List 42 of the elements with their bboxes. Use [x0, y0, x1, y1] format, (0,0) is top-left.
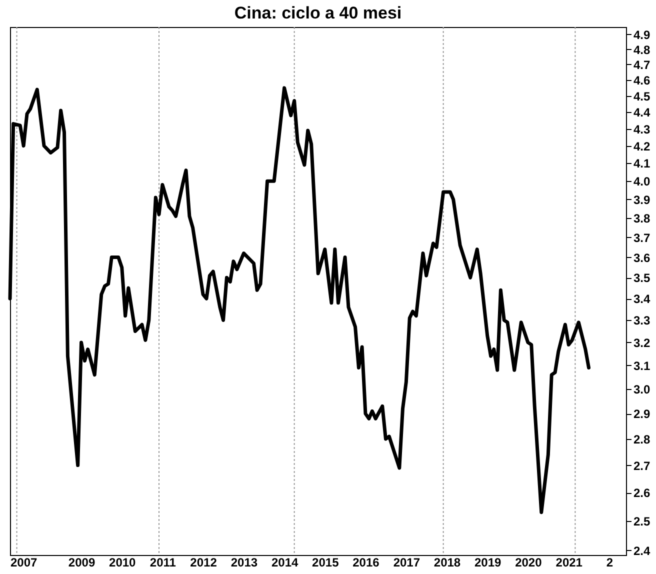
y-tick-label: 3.7	[634, 230, 651, 245]
y-tick-label: 3.0	[634, 382, 651, 397]
y-tick-label: 2.9	[634, 407, 651, 422]
x-tick-label: 2007	[10, 556, 38, 570]
y-tick-label: 4.3	[634, 122, 651, 136]
y-tick-label: 3.8	[634, 212, 651, 226]
y-tick-label: 2.6	[634, 486, 651, 500]
x-tick-label: 2015	[312, 556, 340, 570]
y-tick-label: 2.8	[634, 432, 651, 446]
x-tick-label: 2014	[271, 556, 298, 570]
x-tick-label: 2	[606, 556, 614, 570]
y-tick-label: 4.2	[634, 139, 651, 154]
y-tick-label: 2.4	[634, 544, 651, 558]
x-tick-label: 2011	[150, 556, 176, 570]
y-tick-label: 3.9	[634, 192, 651, 207]
x-tick-label: 2012	[190, 556, 218, 570]
chart-title: Cina: ciclo a 40 mesi	[234, 4, 402, 22]
x-tick-label: 2018	[434, 556, 461, 570]
y-tick-label: 4.9	[634, 28, 651, 42]
y-tick-label: 3.6	[634, 250, 651, 265]
y-tick-label: 4.4	[634, 106, 651, 120]
x-tick-label: 2010	[109, 556, 136, 570]
y-tick-label: 4.7	[634, 58, 651, 72]
y-tick-label: 3.3	[634, 314, 651, 328]
x-tick-label: 2016	[352, 556, 380, 570]
y-tick-label: 3.4	[634, 292, 651, 306]
x-tick-label: 2009	[68, 556, 96, 570]
x-tick-label: 2013	[230, 556, 258, 570]
y-tick-label: 4.1	[634, 156, 651, 171]
y-tick-label: 2.7	[634, 458, 651, 473]
y-tick-label: 3.5	[634, 271, 651, 286]
y-tick-label: 4.6	[634, 74, 651, 88]
y-tick-label: 4.5	[634, 89, 651, 104]
x-tick-label: 2021	[556, 556, 583, 570]
x-tick-label: 2017	[393, 556, 420, 570]
y-tick-label: 4.8	[634, 42, 651, 57]
y-tick-label: 2.5	[634, 514, 651, 528]
x-tick-label: 2020	[515, 556, 542, 570]
x-tick-label: 2019	[474, 556, 502, 570]
y-tick-label: 3.2	[634, 336, 651, 350]
y-tick-label: 4.0	[634, 174, 651, 189]
y-tick-label: 3.1	[634, 358, 651, 373]
